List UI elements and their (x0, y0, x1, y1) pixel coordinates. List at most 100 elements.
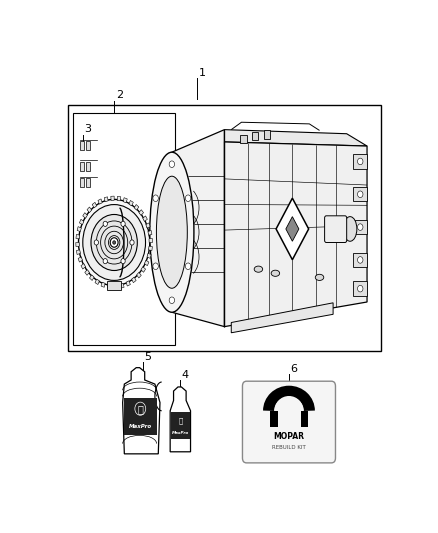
Polygon shape (76, 235, 80, 239)
FancyBboxPatch shape (243, 381, 336, 463)
Polygon shape (87, 207, 92, 213)
Polygon shape (231, 303, 333, 333)
Bar (80, 161, 84, 171)
Text: 5: 5 (145, 351, 152, 361)
Bar (86, 161, 90, 171)
Polygon shape (132, 277, 136, 282)
Circle shape (83, 205, 145, 280)
Text: 6: 6 (290, 364, 297, 374)
Polygon shape (78, 257, 82, 262)
Text: MOPAR: MOPAR (273, 432, 304, 441)
Text: MaxPro: MaxPro (172, 431, 189, 435)
Polygon shape (149, 238, 152, 243)
Circle shape (130, 240, 134, 245)
Polygon shape (286, 216, 299, 241)
Polygon shape (89, 275, 94, 280)
Polygon shape (85, 270, 89, 275)
Circle shape (103, 221, 107, 227)
Bar (264, 131, 270, 139)
Bar (74, 113, 175, 345)
Polygon shape (143, 216, 147, 221)
Text: 2: 2 (116, 90, 123, 100)
Polygon shape (172, 130, 224, 327)
FancyBboxPatch shape (325, 216, 347, 243)
Polygon shape (114, 285, 117, 289)
Circle shape (153, 195, 158, 201)
Circle shape (357, 158, 363, 165)
Ellipse shape (156, 176, 187, 288)
Bar (80, 141, 84, 150)
Text: 4: 4 (182, 370, 189, 380)
Polygon shape (107, 284, 111, 289)
Polygon shape (276, 198, 309, 260)
Ellipse shape (150, 152, 194, 312)
Bar (353, 220, 367, 235)
Polygon shape (129, 200, 133, 206)
Text: 3: 3 (84, 124, 91, 134)
Bar (68, 105, 381, 351)
Polygon shape (81, 264, 85, 269)
Text: ⓜ: ⓜ (178, 418, 183, 424)
Polygon shape (120, 284, 124, 288)
Circle shape (169, 297, 175, 303)
Polygon shape (141, 266, 145, 272)
Polygon shape (137, 272, 141, 278)
Circle shape (110, 238, 118, 247)
Polygon shape (146, 223, 150, 228)
Polygon shape (111, 196, 114, 200)
Text: 1: 1 (199, 68, 206, 77)
Bar (251, 132, 258, 140)
Text: REBUILD KIT: REBUILD KIT (272, 445, 306, 450)
Circle shape (357, 224, 363, 230)
Circle shape (185, 263, 191, 270)
Polygon shape (79, 219, 84, 224)
Polygon shape (126, 281, 131, 286)
Polygon shape (148, 230, 152, 235)
Circle shape (78, 199, 150, 286)
Bar (171, 411, 190, 440)
Polygon shape (92, 203, 97, 208)
Bar (270, 411, 278, 427)
Bar (86, 141, 90, 150)
Polygon shape (117, 196, 121, 201)
Circle shape (169, 161, 175, 167)
Circle shape (121, 259, 125, 264)
Polygon shape (101, 282, 105, 287)
Polygon shape (76, 243, 79, 247)
Circle shape (153, 263, 158, 270)
Bar (107, 281, 121, 290)
Bar (353, 187, 367, 201)
Bar (240, 134, 247, 143)
Polygon shape (76, 250, 81, 254)
Text: ⓜ: ⓜ (138, 403, 143, 414)
Circle shape (103, 259, 107, 264)
Bar (301, 411, 308, 427)
Circle shape (113, 241, 116, 244)
Polygon shape (224, 130, 367, 146)
Circle shape (357, 285, 363, 292)
Circle shape (91, 214, 138, 271)
Polygon shape (123, 368, 160, 454)
Ellipse shape (315, 274, 324, 280)
Polygon shape (77, 227, 81, 231)
Circle shape (357, 257, 363, 263)
Bar (353, 281, 367, 296)
Bar (353, 253, 367, 267)
Polygon shape (123, 198, 127, 203)
Polygon shape (83, 213, 87, 218)
Polygon shape (104, 197, 108, 201)
Polygon shape (224, 142, 367, 327)
Polygon shape (147, 253, 151, 259)
Polygon shape (98, 199, 102, 204)
Circle shape (357, 191, 363, 198)
Bar (80, 178, 84, 187)
Ellipse shape (254, 266, 263, 272)
Polygon shape (134, 205, 139, 210)
Circle shape (121, 221, 125, 227)
Polygon shape (139, 209, 144, 215)
Polygon shape (95, 279, 99, 285)
Polygon shape (148, 246, 152, 251)
Circle shape (94, 240, 99, 245)
Polygon shape (145, 260, 149, 265)
Text: MaxPro: MaxPro (129, 424, 152, 429)
